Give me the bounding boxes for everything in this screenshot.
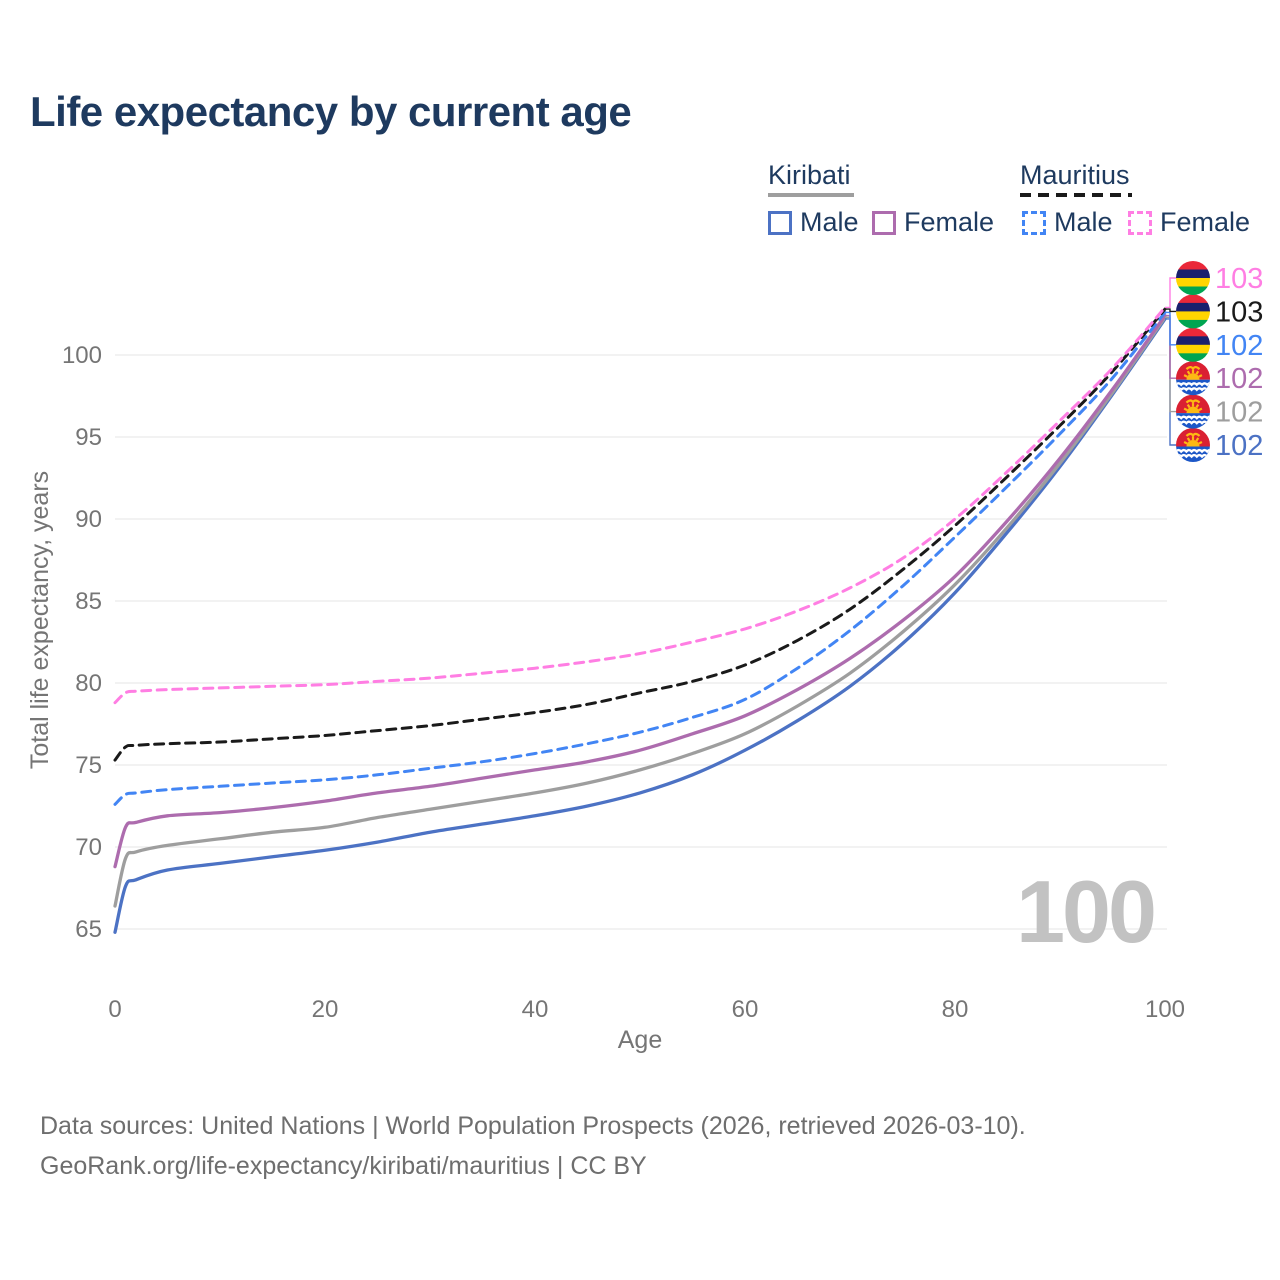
y-tick-label-95: 95 xyxy=(75,424,102,451)
legend-item-kiribati-female[interactable]: Female xyxy=(872,207,994,238)
legend-group-mauritius: Mauritius Male Female xyxy=(1020,160,1280,240)
mauritius-female-line-swatch-icon xyxy=(1128,210,1152,235)
line-mauritius-male xyxy=(113,310,1167,806)
kiribati-flag-icon xyxy=(1176,428,1210,462)
data-source-note: Data sources: United Nations | World Pop… xyxy=(40,1112,1026,1140)
y-axis-title: Total life expectancy, years xyxy=(26,471,54,769)
x-tick-label-40: 40 xyxy=(522,996,549,1023)
end-value-label-mauritius-both-sexes: 103 xyxy=(1215,296,1263,328)
y-tick-label-70: 70 xyxy=(75,834,102,861)
y-tick-label-90: 90 xyxy=(75,506,102,533)
mauritius-male-line-swatch-icon xyxy=(1022,210,1046,235)
x-tick-label-20: 20 xyxy=(312,996,339,1023)
line-kiribati-both-sexes xyxy=(113,315,1167,908)
mauritius-flag-icon xyxy=(1176,261,1210,295)
x-tick-label-100: 100 xyxy=(1145,996,1185,1023)
legend-item-label: Male xyxy=(800,207,859,237)
kiribati-female-line-swatch-icon xyxy=(872,210,896,235)
y-tick-label-100: 100 xyxy=(62,342,102,369)
legend-underline-mauritius-both-line xyxy=(1020,193,1132,197)
legend-country-mauritius: Mauritius xyxy=(1020,160,1130,190)
footer: Data sources: United Nations | World Pop… xyxy=(40,1106,1026,1186)
attribution-note: GeoRank.org/life-expectancy/kiribati/mau… xyxy=(40,1152,647,1180)
line-kiribati-male xyxy=(113,317,1167,934)
legend-item-kiribati-male[interactable]: Male xyxy=(768,207,859,238)
line-kiribati-female xyxy=(113,313,1167,869)
mauritius-flag-icon xyxy=(1176,327,1210,362)
y-tick-label-80: 80 xyxy=(75,670,102,697)
x-tick-label-60: 60 xyxy=(732,996,759,1023)
legend-group-kiribati: Kiribati Male Female xyxy=(768,160,1028,240)
end-connector-kiribati-female xyxy=(1165,314,1176,379)
line-mauritius-both-sexes xyxy=(113,307,1167,762)
legend-country-kiribati: Kiribati xyxy=(768,160,851,190)
x-tick-label-80: 80 xyxy=(942,996,969,1023)
current-age-watermark: 100 xyxy=(1016,862,1154,961)
end-value-label-kiribati-male: 102 xyxy=(1215,430,1263,462)
kiribati-flag-icon xyxy=(1176,394,1210,429)
x-tick-label-0: 0 xyxy=(108,996,121,1023)
legend-item-label: Male xyxy=(1054,207,1113,237)
end-connector-mauritius-male xyxy=(1165,311,1176,346)
page-title: Life expectancy by current age xyxy=(30,88,632,135)
mauritius-flag-icon xyxy=(1176,294,1210,329)
y-tick-label-65: 65 xyxy=(75,916,102,943)
legend-underline-kiribati-both-line xyxy=(768,193,854,197)
end-value-label-kiribati-both-sexes: 102 xyxy=(1215,397,1263,429)
kiribati-male-line-swatch-icon xyxy=(768,210,792,235)
y-tick-label-75: 75 xyxy=(75,752,102,779)
end-value-label-kiribati-female: 102 xyxy=(1215,363,1263,395)
x-axis-title: Age xyxy=(618,1026,662,1054)
line-mauritius-female xyxy=(113,305,1167,705)
end-connector-mauritius-female xyxy=(1165,277,1176,309)
end-value-label-mauritius-male: 102 xyxy=(1215,330,1263,362)
legend-item-mauritius-female[interactable]: Female xyxy=(1128,207,1250,238)
legend-item-mauritius-male[interactable]: Male xyxy=(1022,207,1113,238)
end-value-label-mauritius-female: 103 xyxy=(1215,263,1263,295)
kiribati-flag-icon xyxy=(1176,361,1210,396)
legend-item-label: Female xyxy=(904,207,995,237)
legend-item-label: Female xyxy=(1160,207,1251,237)
y-tick-label-85: 85 xyxy=(75,588,102,615)
end-connector-mauritius-both-sexes xyxy=(1165,308,1176,313)
